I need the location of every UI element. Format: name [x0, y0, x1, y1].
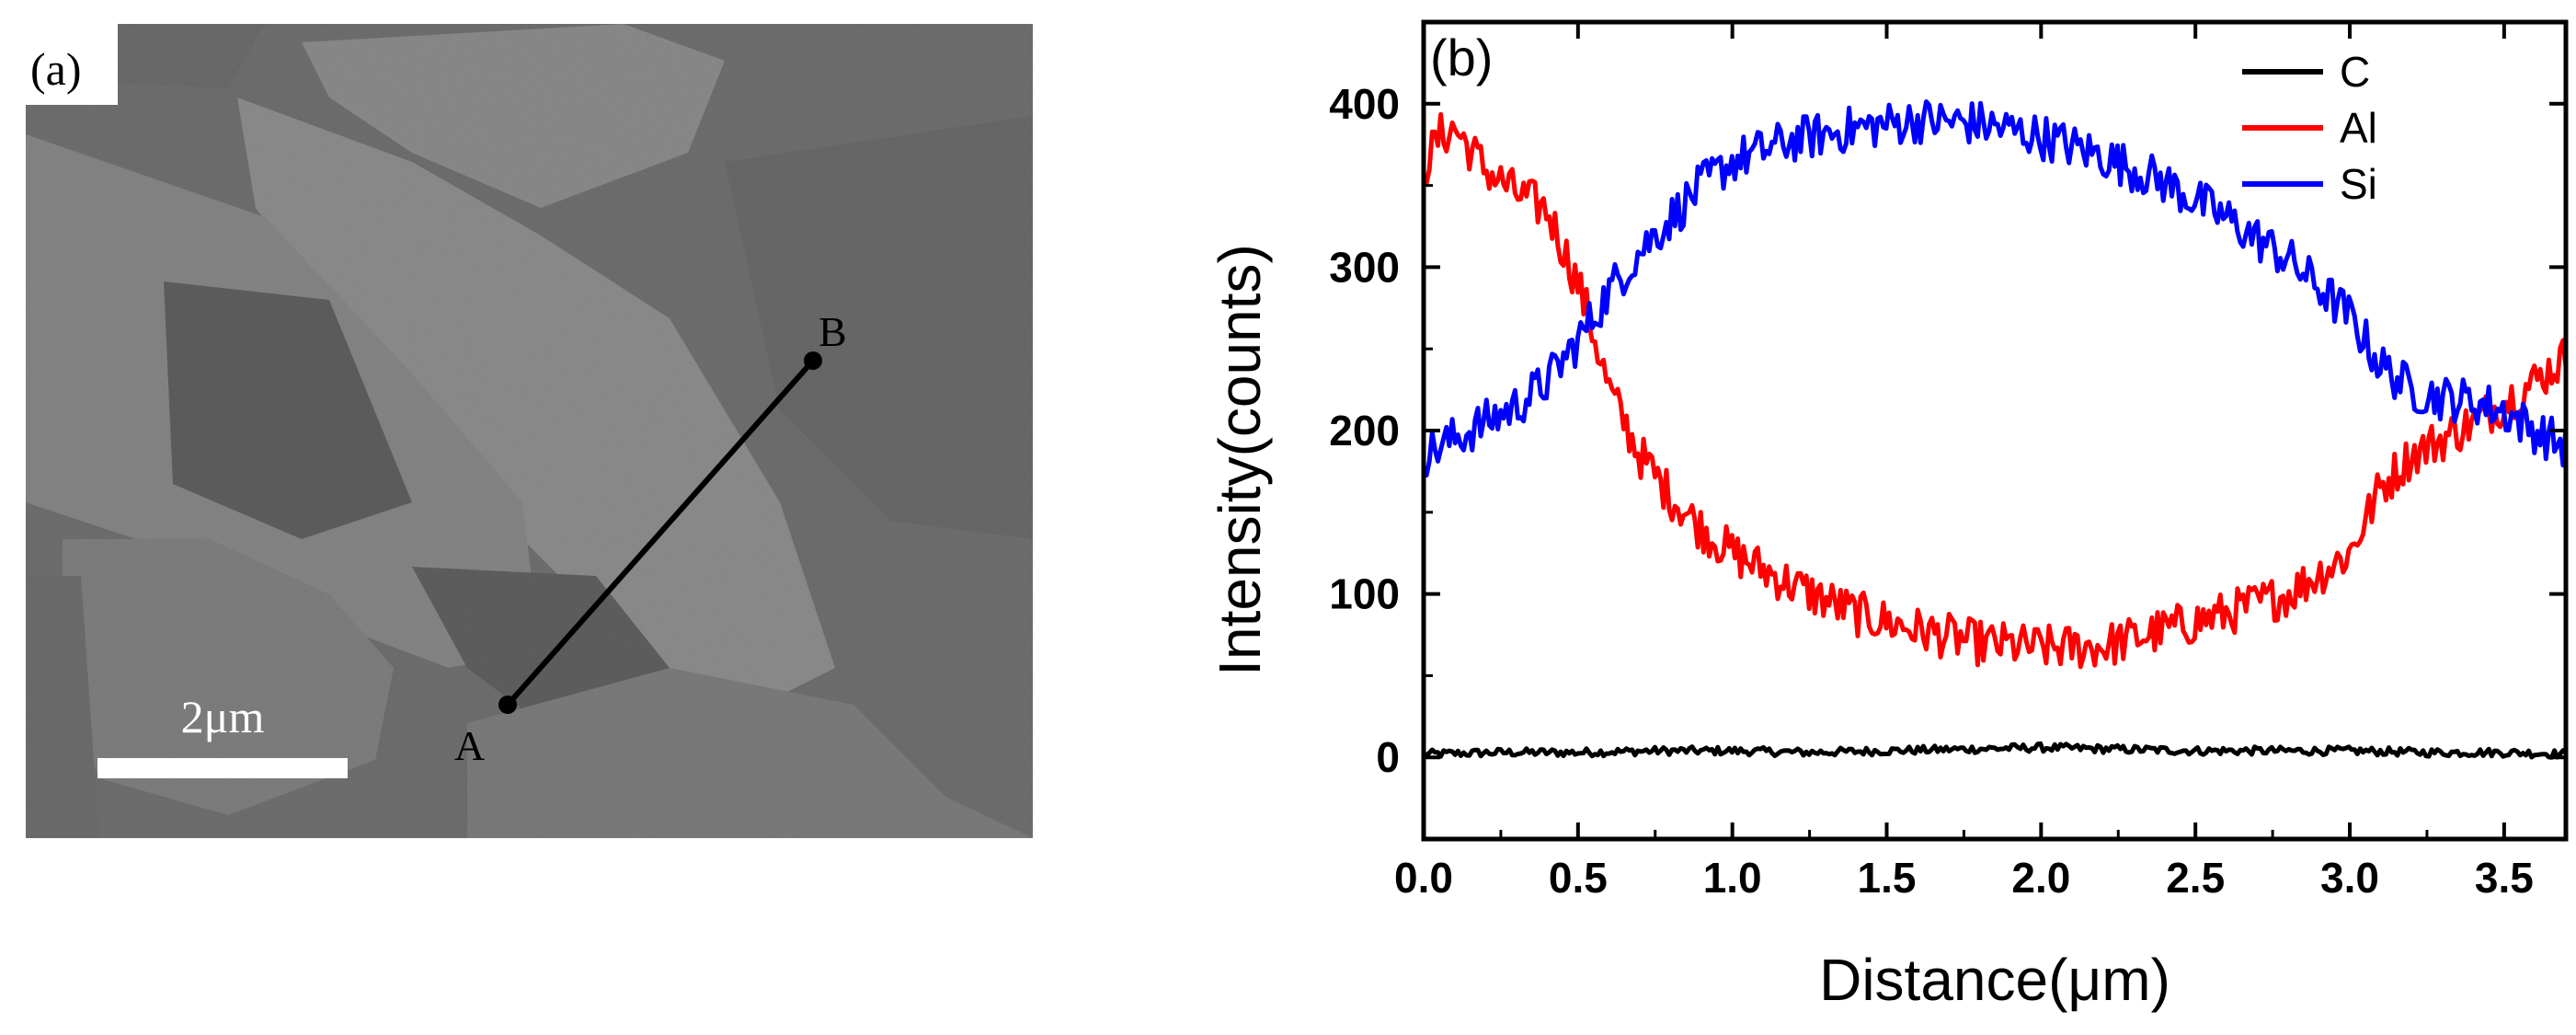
line-scan-path [505, 359, 816, 707]
point-a-marker [498, 696, 517, 714]
series-line-si [1423, 99, 2569, 478]
panel-b-label: (b) [1430, 29, 1493, 86]
x-axis: 0.0 0.5 1.0 1.5 2.0 2.5 3.0 3.5 [1394, 22, 2534, 902]
x-tick-label: 3.5 [2475, 854, 2534, 902]
sem-micrograph-panel: (a) A B 2μm [26, 24, 1033, 838]
y-tick-label: 0 [1376, 733, 1400, 781]
series-line-al [1423, 111, 2569, 670]
point-a-label: A [454, 722, 485, 769]
legend-label-al: Al [2340, 104, 2377, 152]
panel-a-label-bg [26, 24, 118, 105]
panel-a-label: (a) [30, 43, 82, 95]
legend-label-si: Si [2340, 160, 2377, 208]
x-tick-label: 2.0 [2011, 854, 2070, 902]
x-axis-label: Distance(μm) [1819, 947, 2170, 1013]
x-tick-label: 0.0 [1394, 854, 1453, 902]
plot-marks [1422, 99, 2569, 760]
y-tick-label: 100 [1329, 570, 1400, 618]
legend-label-c: C [2340, 48, 2370, 96]
x-tick-label: 1.5 [1858, 854, 1917, 902]
scale-bar-label: 2μm [181, 691, 265, 742]
y-axis-label: Intensity(counts) [1207, 244, 1273, 676]
y-axis: 0 100 200 300 400 [1329, 80, 2566, 781]
x-tick-label: 0.5 [1549, 854, 1608, 902]
x-tick-label: 2.5 [2166, 854, 2225, 902]
point-b-marker [804, 351, 822, 370]
y-tick-label: 200 [1329, 407, 1400, 454]
sem-image [26, 24, 1033, 838]
series-line-c [1422, 741, 2567, 760]
x-tick-label: 3.0 [2320, 854, 2379, 902]
scale-bar [97, 758, 348, 778]
x-tick-label: 1.0 [1703, 854, 1762, 902]
y-tick-label: 400 [1329, 80, 1400, 128]
legend: C Al Si [2242, 48, 2377, 208]
plot-frame [1421, 19, 2569, 842]
y-tick-label: 300 [1329, 243, 1400, 291]
line-scan-chart: 0.0 0.5 1.0 1.5 2.0 2.5 3.0 3.5 0 100 200 300 400 (… [1207, 19, 2569, 1013]
point-b-label: B [819, 308, 847, 355]
